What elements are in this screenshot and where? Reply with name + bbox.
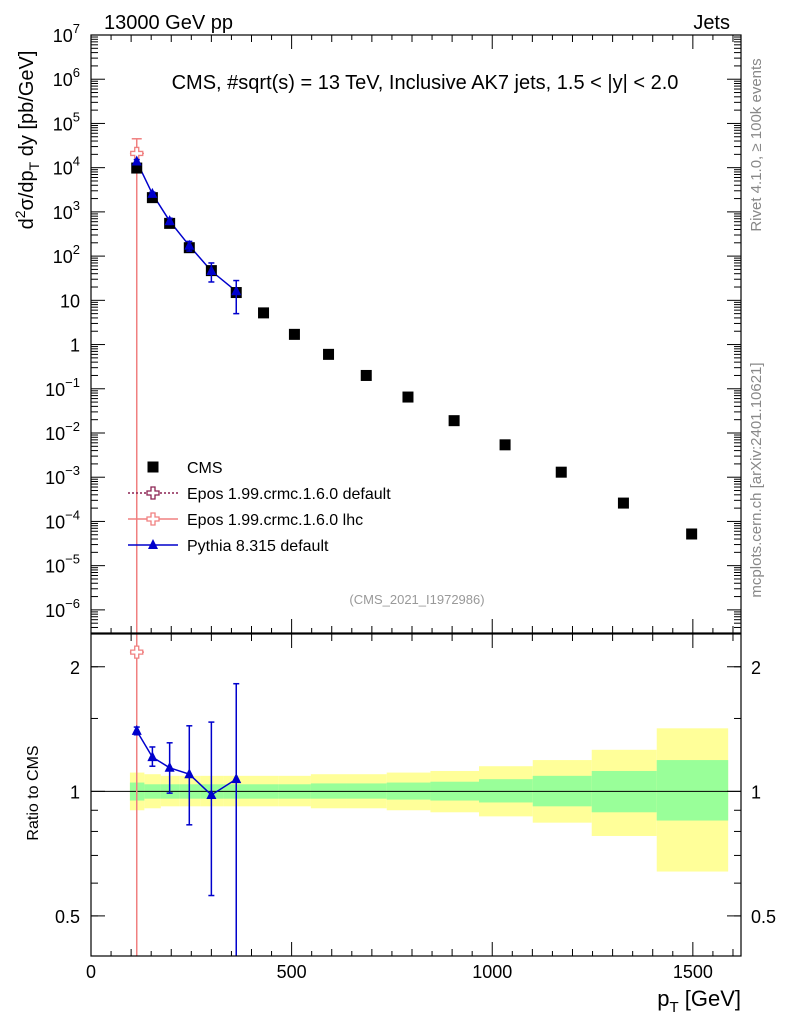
y-tick-label: 10 xyxy=(60,291,80,311)
ratio-stat-band xyxy=(656,760,729,821)
cms-data-point xyxy=(448,415,460,427)
x-tick-label: 0 xyxy=(86,962,96,982)
pythia-ratio-marker xyxy=(147,751,158,762)
y-tick-label: 103 xyxy=(53,198,80,223)
rivet-label: Rivet 4.1.0, ≥ 100k events xyxy=(748,58,765,231)
y-tick-label: 10−2 xyxy=(45,419,80,444)
pythia-ratio-marker xyxy=(164,761,175,772)
chart-title: CMS, #sqrt(s) = 13 TeV, Inclusive AK7 je… xyxy=(172,72,679,94)
pythia-marker xyxy=(147,187,158,198)
cms-data-point xyxy=(555,466,567,478)
y-axis-label: d2σ/dpT dy [pb/GeV] xyxy=(12,51,42,230)
pythia-ratio-marker xyxy=(206,788,217,799)
ratio-frame xyxy=(90,633,742,957)
pythia-marker xyxy=(184,239,195,250)
y-tick-label: 10−4 xyxy=(45,507,80,532)
legend-marker-cross xyxy=(146,512,160,526)
mcplots-label: mcplots.cern.ch [arXiv:2401.10621] xyxy=(748,362,765,597)
y-tick-label: 107 xyxy=(53,21,80,46)
pythia-marker xyxy=(231,285,242,296)
pythia-marker xyxy=(206,265,217,276)
pythia-marker xyxy=(164,215,175,226)
ratio-y-tick-label: 0.5 xyxy=(55,907,80,927)
main-panel: CMS Epos 1.99.crmc.1.6.0 default Epos 1.99… xyxy=(12,21,742,634)
y-tick-label: 10−6 xyxy=(45,596,80,621)
cms-data-point xyxy=(131,162,143,174)
y-tick-label: 104 xyxy=(53,154,80,179)
pythia-ratio-marker xyxy=(184,768,195,779)
ratio-y-tick-label-right: 1 xyxy=(751,782,761,802)
ratio-stat-band xyxy=(478,779,533,803)
header-left: 13000 GeV pp xyxy=(104,12,233,34)
cms-data-point xyxy=(617,497,629,509)
y-tick-label: 10−3 xyxy=(45,463,80,488)
x-axis-label: pT [GeV] xyxy=(657,986,741,1016)
cms-data-point xyxy=(402,391,414,403)
pythia-line xyxy=(136,161,237,292)
header-right: Jets xyxy=(693,12,730,34)
cms-data-point xyxy=(288,328,300,340)
x-tick-label: 1500 xyxy=(673,962,713,982)
legend-marker-triangle xyxy=(148,539,158,549)
ratio-panel: 0.5 0.5 1 1 2 2 0 500 1000 1500 Ratio to CMS pT [… xyxy=(25,633,776,1016)
y-tick-label: 106 xyxy=(53,65,80,90)
legend-marker-square xyxy=(147,461,159,473)
legend-label: Epos 1.99.crmc.1.6.0 default xyxy=(187,486,391,503)
cms-data-point xyxy=(686,528,698,540)
pythia-marker xyxy=(131,155,142,166)
ratio-y-tick-label: 1 xyxy=(70,782,80,802)
y-tick-label: 105 xyxy=(53,109,80,134)
x-tick-label: 1000 xyxy=(472,962,512,982)
legend-marker-cross xyxy=(146,486,160,500)
analysis-id: (CMS_2021_I1972986) xyxy=(349,592,484,607)
cms-data-point xyxy=(258,307,270,319)
cms-data-point xyxy=(323,348,335,360)
y-tick-label: 10−1 xyxy=(45,375,80,400)
epos-lhc-ratio-marker xyxy=(130,645,144,659)
ratio-y-axis-label: Ratio to CMS xyxy=(25,745,42,840)
x-tick-label: 500 xyxy=(277,962,307,982)
pythia-ratio-marker xyxy=(131,724,142,735)
legend-label: CMS xyxy=(187,460,223,477)
cms-data-point xyxy=(499,439,511,451)
pythia-ratio-marker xyxy=(231,773,242,784)
ratio-y-tick-label-right: 0.5 xyxy=(751,907,776,927)
main-frame xyxy=(90,34,742,634)
y-tick-label: 102 xyxy=(53,242,80,267)
cms-data-point xyxy=(360,369,372,381)
legend-label: Pythia 8.315 default xyxy=(187,538,329,555)
ratio-y-tick-label-right: 2 xyxy=(751,658,761,678)
ratio-y-tick-label: 2 xyxy=(70,658,80,678)
y-tick-label: 10−5 xyxy=(45,552,80,577)
y-tick-label: 1 xyxy=(70,336,80,356)
pythia-ratio-line xyxy=(136,730,237,796)
legend-label: Epos 1.99.crmc.1.6.0 lhc xyxy=(187,512,363,529)
